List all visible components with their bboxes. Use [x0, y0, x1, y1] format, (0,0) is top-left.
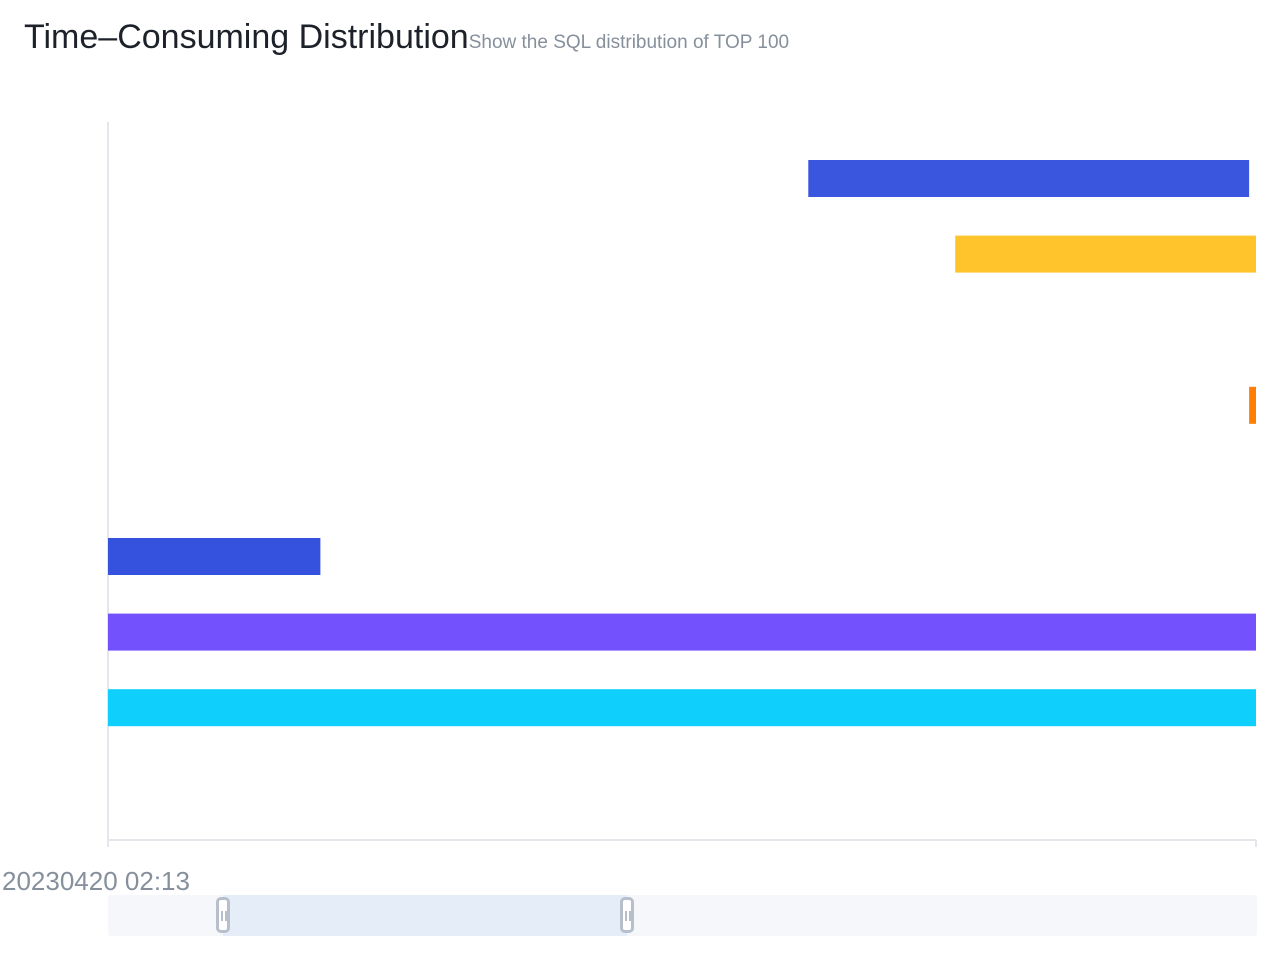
chart-title: Time–Consuming Distribution: [24, 18, 469, 56]
timeline-bar: [108, 613, 1256, 651]
chart-subtitle: Show the SQL distribution of TOP 100: [468, 32, 790, 53]
timeline-bar: [1249, 386, 1256, 424]
timeline-bar: [108, 689, 1256, 727]
zoom-selected-range[interactable]: [222, 895, 628, 936]
zoom-start-handle[interactable]: [215, 897, 230, 933]
x-tick-label: 20230420 02:13: [2, 866, 190, 896]
timeline-bar: [108, 538, 321, 575]
chart-header: Time–Consuming Distribution Show the SQL…: [24, 18, 789, 57]
zoom-slider[interactable]: [108, 895, 1257, 936]
timeline-bar: [808, 160, 1250, 197]
zoom-end-handle[interactable]: [620, 897, 635, 933]
timeline-chart: [107, 122, 1257, 847]
timeline-bar: [955, 235, 1256, 273]
